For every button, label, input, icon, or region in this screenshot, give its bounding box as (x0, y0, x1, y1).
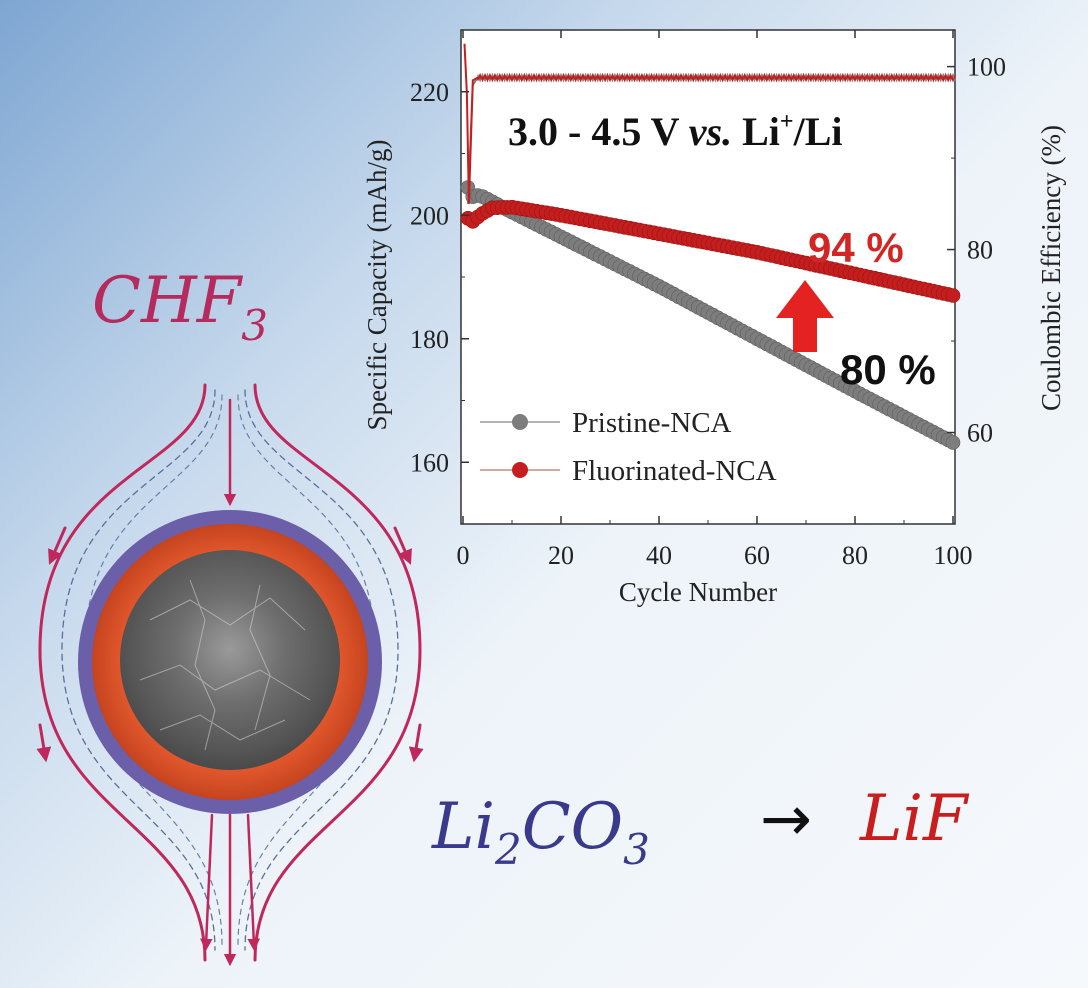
x-tick-label: 40 (646, 541, 672, 570)
annotation-80: 80 % (840, 346, 936, 393)
y-tick-label: 160 (410, 448, 449, 477)
legend-marker-pristine (512, 414, 528, 430)
axis-ticks: 0 20 40 60 80 100 160 180 200 220 60 80 100 (410, 29, 1006, 570)
cycling-chart: 0 20 40 60 80 100 160 180 200 220 60 80 100 3.0 - 4.… (362, 29, 1066, 607)
y2-tick-label: 60 (967, 419, 993, 448)
legend-label-pristine: Pristine-NCA (572, 407, 732, 439)
improvement-arrow (776, 280, 834, 352)
y2-tick-label: 80 (967, 236, 993, 265)
y-tick-label: 220 (410, 78, 449, 107)
condition-label: 3.0 - 4.5 V vs. Li+/Li (508, 109, 842, 154)
efficiency-jitter-fluorinated-nca (477, 72, 957, 83)
capacity-series-pristine-nca (460, 180, 961, 450)
lif-label: LiF (859, 782, 970, 856)
y-tick-label: 180 (410, 325, 449, 354)
capacity-point-pristine-nca (945, 435, 961, 450)
x-tick-label: 20 (548, 541, 574, 570)
li2co3-label: Li2CO3 (431, 790, 650, 874)
y-axis-label: Specific Capacity (mAh/g) (362, 140, 392, 431)
reaction-equation: Li2CO3 → LiF (431, 782, 970, 874)
x-axis-label: Cycle Number (619, 577, 777, 607)
x-tick-label: 100 (934, 541, 973, 570)
x-tick-label: 0 (457, 541, 470, 570)
reaction-arrow: → (760, 782, 812, 855)
legend-marker-fluorinated (512, 462, 528, 478)
x-tick-label: 60 (744, 541, 770, 570)
particle-illustration: CHF3 (36, 264, 424, 967)
nca-particle-core (120, 550, 340, 770)
x-tick-label: 80 (842, 541, 868, 570)
efficiency-series-fluorinated-nca (463, 43, 957, 204)
y2-axis-label: Coulombic Efficiency (%) (1036, 125, 1066, 411)
y-tick-label: 200 (410, 201, 449, 230)
y2-tick-label: 100 (967, 53, 1006, 82)
capacity-point-fluorinated-nca (945, 288, 961, 303)
particle-texture (139, 579, 311, 751)
chf3-label: CHF3 (92, 264, 268, 350)
annotation-94: 94 % (808, 224, 904, 271)
legend-label-fluorinated: Fluorinated-NCA (572, 455, 777, 487)
legend: Pristine-NCA Fluorinated-NCA (480, 407, 777, 487)
plot-marks (460, 43, 961, 450)
